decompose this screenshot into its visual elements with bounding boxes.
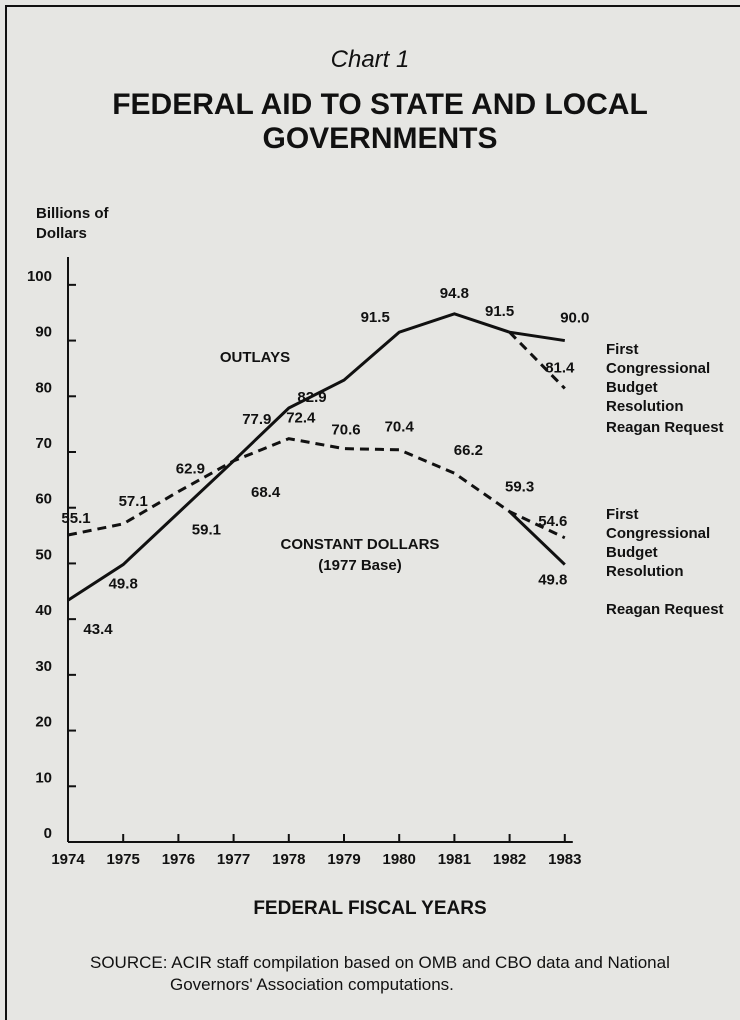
series-line [67,437,566,540]
data-label: 81.4 [545,359,575,376]
data-label: 77.9 [242,411,271,428]
data-label: 54.6 [538,513,567,530]
y-tick-label: 10 [35,769,52,786]
y-axis-label: Billions of Dollars [36,205,109,242]
series-label: First Congressional Budget Resolution [606,341,711,415]
x-axis-label: FEDERAL FISCAL YEARS [253,898,487,919]
data-label: 91.5 [485,303,514,320]
x-tick-label: 1983 [548,851,581,868]
annotation: CONSTANT DOLLARS [281,536,440,553]
x-tick-label: 1980 [383,851,416,868]
annotation: (1977 Base) [318,557,401,574]
series-label: Reagan Request [606,601,724,618]
data-label: 91.5 [361,309,390,326]
data-label: 66.2 [454,442,483,459]
data-label: 94.8 [440,285,469,302]
chart-subtitle: Chart 1 [330,46,410,73]
y-tick-label: 20 [35,714,52,731]
data-label: 49.8 [109,576,138,593]
y-tick-label: 30 [35,658,52,675]
series-line [508,510,566,566]
data-label: 70.6 [331,422,360,439]
data-label: 59.3 [505,479,534,496]
series-label: First Congressional Budget Resolution [606,506,711,580]
x-tick-label: 1975 [107,851,140,868]
y-tick-label: 70 [35,435,52,452]
series-label: Reagan Request [606,419,724,436]
x-tick-label: 1976 [162,851,195,868]
data-label: 72.4 [286,410,316,427]
x-tick-label: 1979 [327,851,360,868]
data-label: 43.4 [83,621,113,638]
source-note: SOURCE: ACIR staff compilation based on … [90,953,670,994]
x-tick-label: 1974 [51,851,85,868]
x-tick-label: 1977 [217,851,250,868]
data-label: 62.9 [176,461,205,478]
y-tick-label: 100 [27,268,52,285]
frame [5,5,740,1020]
y-tick-label: 50 [35,546,52,563]
y-tick-label: 40 [35,602,52,619]
x-tick-label: 1978 [272,851,305,868]
y-tick-label: 60 [35,491,52,508]
x-tick-label: 1981 [438,851,471,868]
y-tick-label: 80 [35,379,52,396]
data-label: 70.4 [385,419,415,436]
series-line [67,312,566,602]
data-label: 59.1 [192,522,221,539]
data-label: 90.0 [560,310,589,327]
data-label: 68.4 [251,484,281,501]
data-label: 82.9 [297,389,326,406]
data-label: 55.1 [61,510,90,527]
chart-title: FEDERAL AID TO STATE AND LOCAL GOVERNMEN… [112,88,648,155]
y-tick-label: 0 [44,825,52,842]
data-label: 57.1 [119,493,148,510]
data-label: 49.8 [538,572,567,589]
y-tick-label: 90 [35,324,52,341]
annotation: OUTLAYS [220,349,290,366]
x-tick-label: 1982 [493,851,526,868]
series-line [508,331,566,390]
